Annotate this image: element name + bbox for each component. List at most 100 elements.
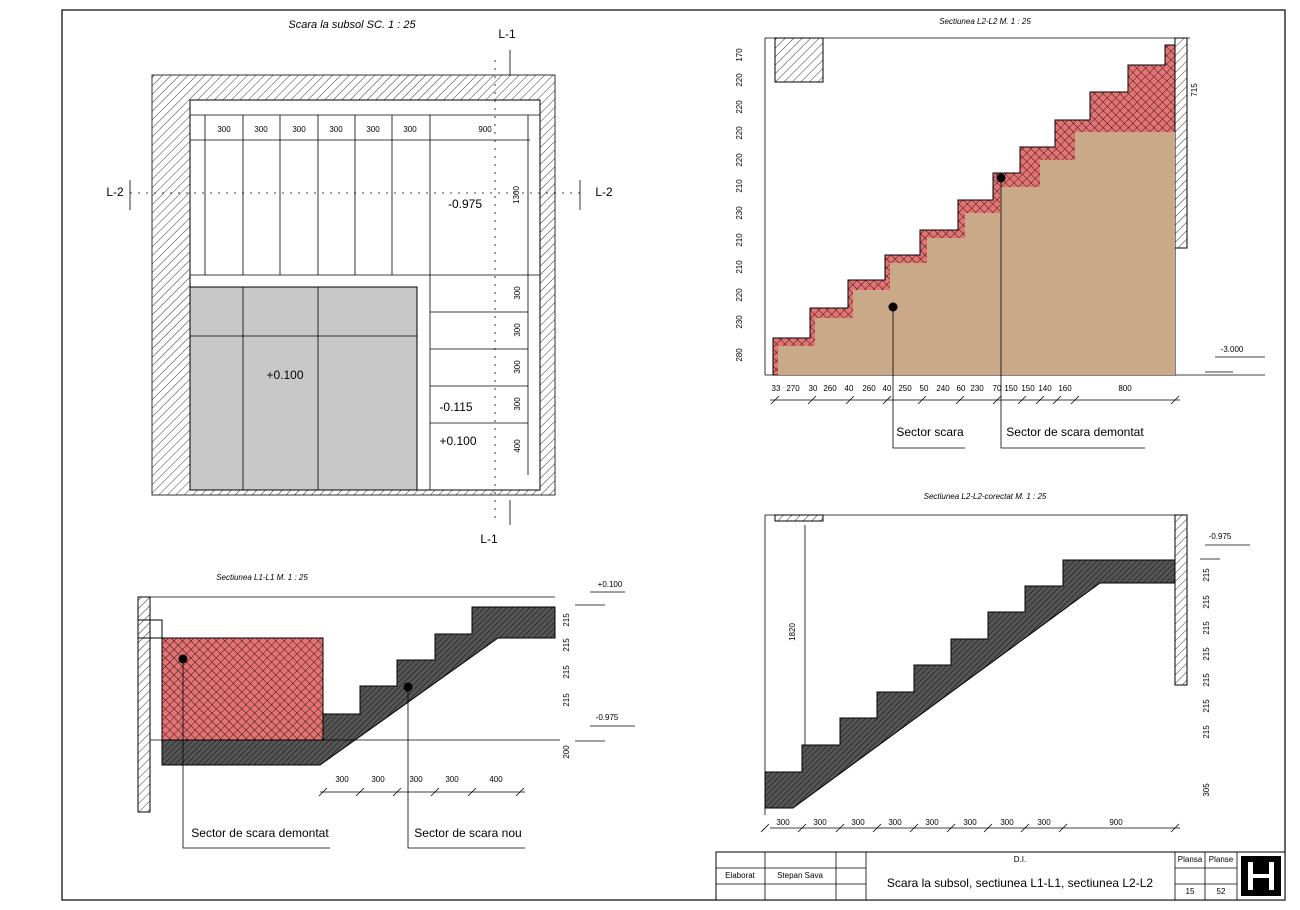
author: Stepan Sava xyxy=(777,871,823,880)
dimension: 210 xyxy=(735,179,744,193)
dimension: 220 xyxy=(735,153,744,167)
dimension: 300 xyxy=(513,286,522,300)
dimension: 40 xyxy=(845,384,854,393)
dimension: 800 xyxy=(1118,384,1132,393)
role: Elaborat xyxy=(725,871,756,880)
plan-title: Scara la subsol SC. 1 : 25 xyxy=(288,19,416,31)
level: +0.100 xyxy=(266,368,303,382)
sheet-frame xyxy=(61,9,1286,901)
dimension: 300 xyxy=(513,323,522,337)
dim-tick xyxy=(946,823,956,833)
dimension: 300 xyxy=(925,818,939,827)
dimension: 215 xyxy=(1202,725,1211,739)
label: Sector de scara demontat xyxy=(191,826,329,840)
dimension: 33 xyxy=(772,384,781,393)
dim-tick xyxy=(845,395,855,405)
dimension: 215 xyxy=(1202,647,1211,661)
dimension: 215 xyxy=(1202,568,1211,582)
dimension: 215 xyxy=(1202,621,1211,635)
dimension: 220 xyxy=(735,100,744,114)
title-block: D.I. Elaborat Stepan Sava Scara la subso… xyxy=(715,851,1286,901)
dim-tick xyxy=(318,787,328,797)
level: -0.975 xyxy=(448,197,482,211)
dim-tick xyxy=(467,787,477,797)
dim-tick xyxy=(955,395,965,405)
section-l2c: Sectiunea L2-L2-corectat M. 1 : 25 -0.97… xyxy=(764,492,1250,829)
dimension: 300 xyxy=(371,775,385,784)
section-title: Sectiunea L2-L2-corectat M. 1 : 25 xyxy=(924,492,1047,501)
dimension: 270 xyxy=(786,384,800,393)
dimension: 160 xyxy=(1058,384,1072,393)
dimension: 715 xyxy=(1190,83,1199,97)
dim-tick xyxy=(807,395,817,405)
section-l1: Sectiunea L1-L1 M. 1 : 25 +0.100 -0.975 … xyxy=(137,573,635,849)
dimension: 215 xyxy=(562,693,571,707)
dimension: 210 xyxy=(735,260,744,274)
dimension: 215 xyxy=(562,665,571,679)
level: -0.115 xyxy=(439,400,472,414)
dimension: 170 xyxy=(735,48,744,62)
section-mark: L-1 xyxy=(498,27,516,41)
dimension: 250 xyxy=(898,384,912,393)
dim-tick xyxy=(872,823,882,833)
plan: Scara la subsol SC. 1 : 25 L-1 L-1 L-2 L… xyxy=(106,19,613,546)
dimension: 220 xyxy=(735,73,744,87)
dim-tick xyxy=(1035,395,1045,405)
section-l2: Sectiunea L2-L2 M. 1 : 25 -3.000 Sector … xyxy=(764,17,1265,449)
level: -3.000 xyxy=(1221,345,1244,354)
sheets-label: Planse xyxy=(1209,855,1234,864)
dim-tick xyxy=(760,823,770,833)
dimension: 215 xyxy=(562,638,571,652)
dimension: 1820 xyxy=(788,623,797,641)
dimension: 140 xyxy=(1038,384,1052,393)
dim-tick xyxy=(430,787,440,797)
dim-tick xyxy=(1052,395,1062,405)
dimension: 900 xyxy=(478,125,492,134)
dimension: 300 xyxy=(513,360,522,374)
dimension: 215 xyxy=(1202,673,1211,687)
dimension: 300 xyxy=(888,818,902,827)
dimension: 50 xyxy=(920,384,929,393)
dim-tick xyxy=(1058,823,1068,833)
dimension: 300 xyxy=(409,775,423,784)
dimension: 300 xyxy=(403,125,417,134)
dimension: 400 xyxy=(513,439,522,453)
dimension: 70 xyxy=(993,384,1002,393)
dimension: 260 xyxy=(862,384,876,393)
dimension: 230 xyxy=(735,206,744,220)
dimension: 400 xyxy=(489,775,503,784)
dimension: 260 xyxy=(823,384,837,393)
sheet-number: 15 xyxy=(1186,887,1195,896)
dim-tick xyxy=(1170,823,1180,833)
sheet-label: Plansa xyxy=(1178,855,1203,864)
dimension: 300 xyxy=(776,818,790,827)
dimension: 230 xyxy=(735,315,744,329)
dim-tick xyxy=(909,823,919,833)
dimension: 240 xyxy=(936,384,950,393)
section-title: Sectiunea L1-L1 M. 1 : 25 xyxy=(216,573,308,582)
dim-tick xyxy=(355,787,365,797)
dim-tick xyxy=(1020,823,1030,833)
dimension: 300 xyxy=(963,818,977,827)
dimension: 220 xyxy=(735,288,744,302)
dimension: 305 xyxy=(1202,783,1211,797)
dimension: 300 xyxy=(1037,818,1051,827)
dim-tick xyxy=(983,823,993,833)
dimension: 1300 xyxy=(512,186,521,204)
dim-tick xyxy=(392,787,402,797)
dim-tick xyxy=(770,395,780,405)
dimension: 210 xyxy=(735,233,744,247)
section-mark: L-1 xyxy=(480,532,498,546)
dim-tick xyxy=(1017,395,1027,405)
section-title: Sectiunea L2-L2 M. 1 : 25 xyxy=(939,17,1031,26)
dim-tick xyxy=(515,787,525,797)
dimension: 300 xyxy=(851,818,865,827)
dimension: 150 xyxy=(1004,384,1018,393)
dimension: 300 xyxy=(1000,818,1014,827)
dimension: 215 xyxy=(1202,595,1211,609)
dimension: 60 xyxy=(957,384,966,393)
dim-tick xyxy=(917,395,927,405)
dimension: 300 xyxy=(335,775,349,784)
dimension: 300 xyxy=(329,125,343,134)
